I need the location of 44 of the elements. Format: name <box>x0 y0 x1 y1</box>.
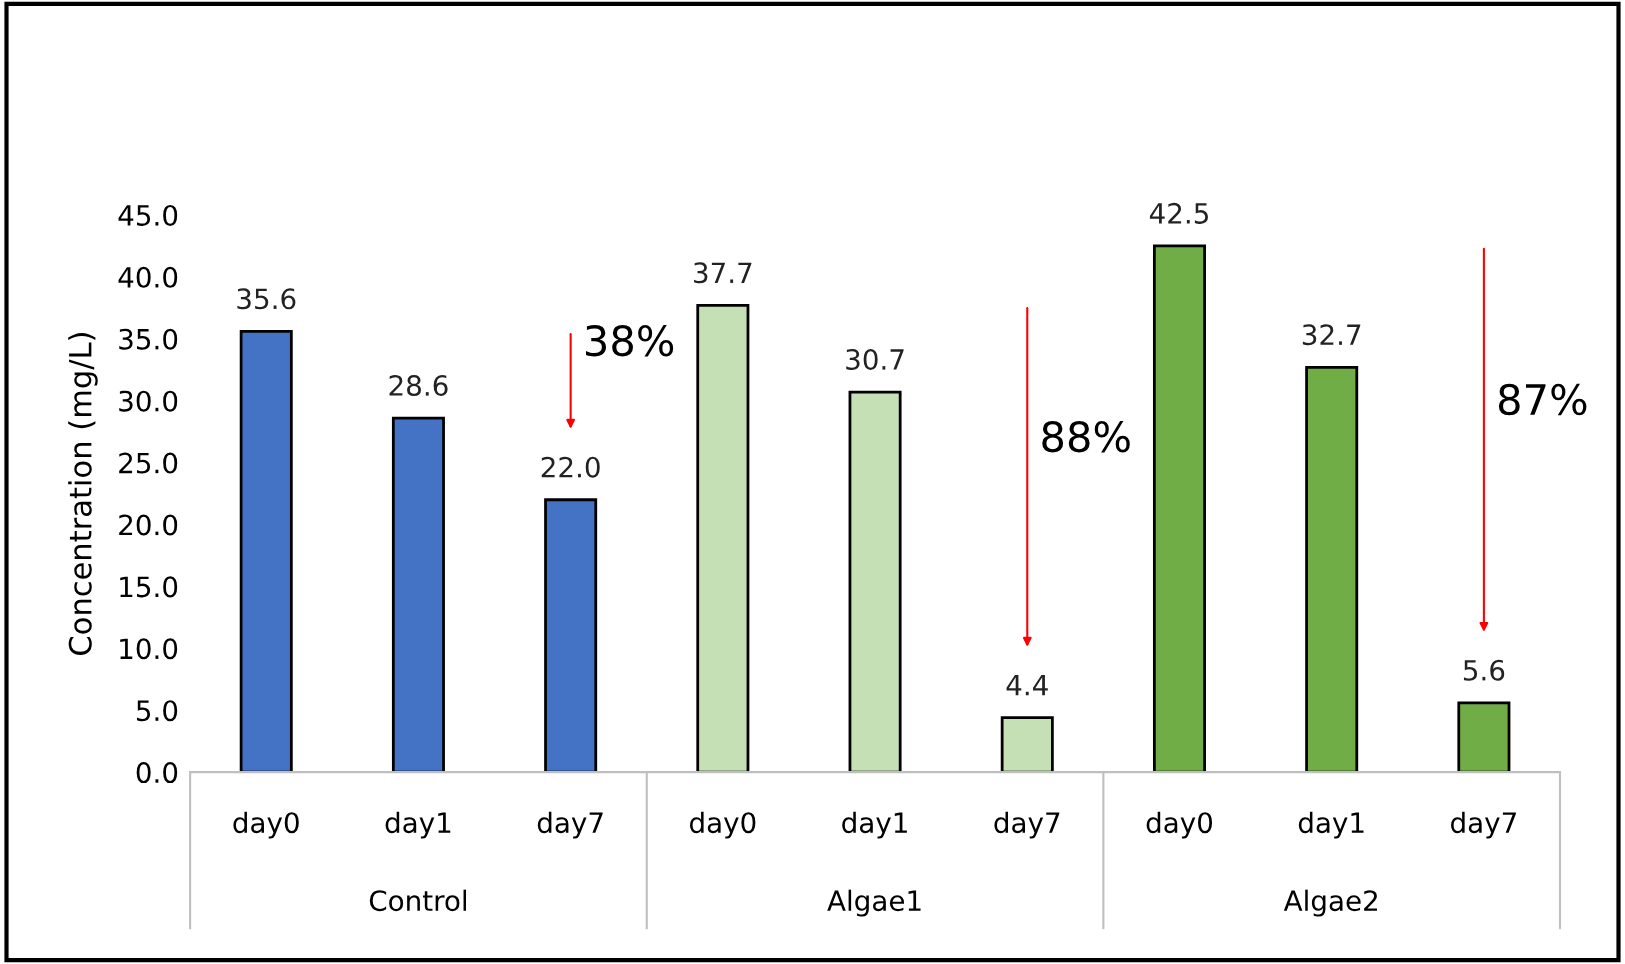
data-label: 4.4 <box>1006 674 1048 696</box>
x-tick-label: day1 <box>385 811 451 839</box>
bar <box>544 498 598 773</box>
bar <box>848 390 902 773</box>
y-tick-label: 40.0 <box>118 266 178 288</box>
bar <box>696 303 750 773</box>
data-label: 22.0 <box>541 456 600 478</box>
y-tick-label: 0.0 <box>136 762 178 784</box>
x-tick-label: day1 <box>842 811 907 839</box>
y-tick-label: 45.0 <box>118 204 178 226</box>
y-tick-label: 5.0 <box>136 700 178 722</box>
data-label: 28.6 <box>389 374 448 396</box>
data-label: 35.6 <box>237 288 296 310</box>
data-label: 30.7 <box>846 348 904 370</box>
y-tick-label: 10.0 <box>120 638 178 660</box>
y-tick-label: 15.0 <box>120 576 178 598</box>
text: Algae2 <box>1283 889 1377 917</box>
x-tick-label: day0 <box>1146 811 1213 839</box>
y-tick-label: 35.0 <box>119 328 178 350</box>
annotation: 88% <box>1042 420 1130 453</box>
data-label: 42.5 <box>1149 202 1208 224</box>
bar <box>239 329 293 773</box>
x-tick-label: day7 <box>537 811 603 839</box>
data-label: 32.7 <box>1302 324 1361 346</box>
y-axis-title: Concentration (mg/L) <box>68 333 98 655</box>
bar <box>391 416 445 773</box>
annotation: 38% <box>586 324 674 357</box>
x-tick-label: day7 <box>994 811 1060 839</box>
x-tick-label: day7 <box>1451 811 1516 839</box>
x-tick-label: day0 <box>690 811 756 839</box>
data-label: 5.6 <box>1463 659 1505 681</box>
text: Algae1 <box>827 889 921 917</box>
bar <box>1457 701 1511 773</box>
y-tick-label: 25.0 <box>119 452 178 474</box>
bar <box>1305 365 1359 773</box>
x-tick-label: day0 <box>233 811 299 839</box>
text: Control <box>369 889 467 912</box>
y-tick-label: 20.0 <box>119 514 178 536</box>
annotation: 87% <box>1498 383 1587 416</box>
x-tick-label: day1 <box>1298 811 1364 839</box>
bar <box>1152 244 1206 773</box>
y-tick-label: 30.0 <box>119 390 178 412</box>
bar <box>1000 716 1054 773</box>
data-label: 37.7 <box>694 262 752 284</box>
